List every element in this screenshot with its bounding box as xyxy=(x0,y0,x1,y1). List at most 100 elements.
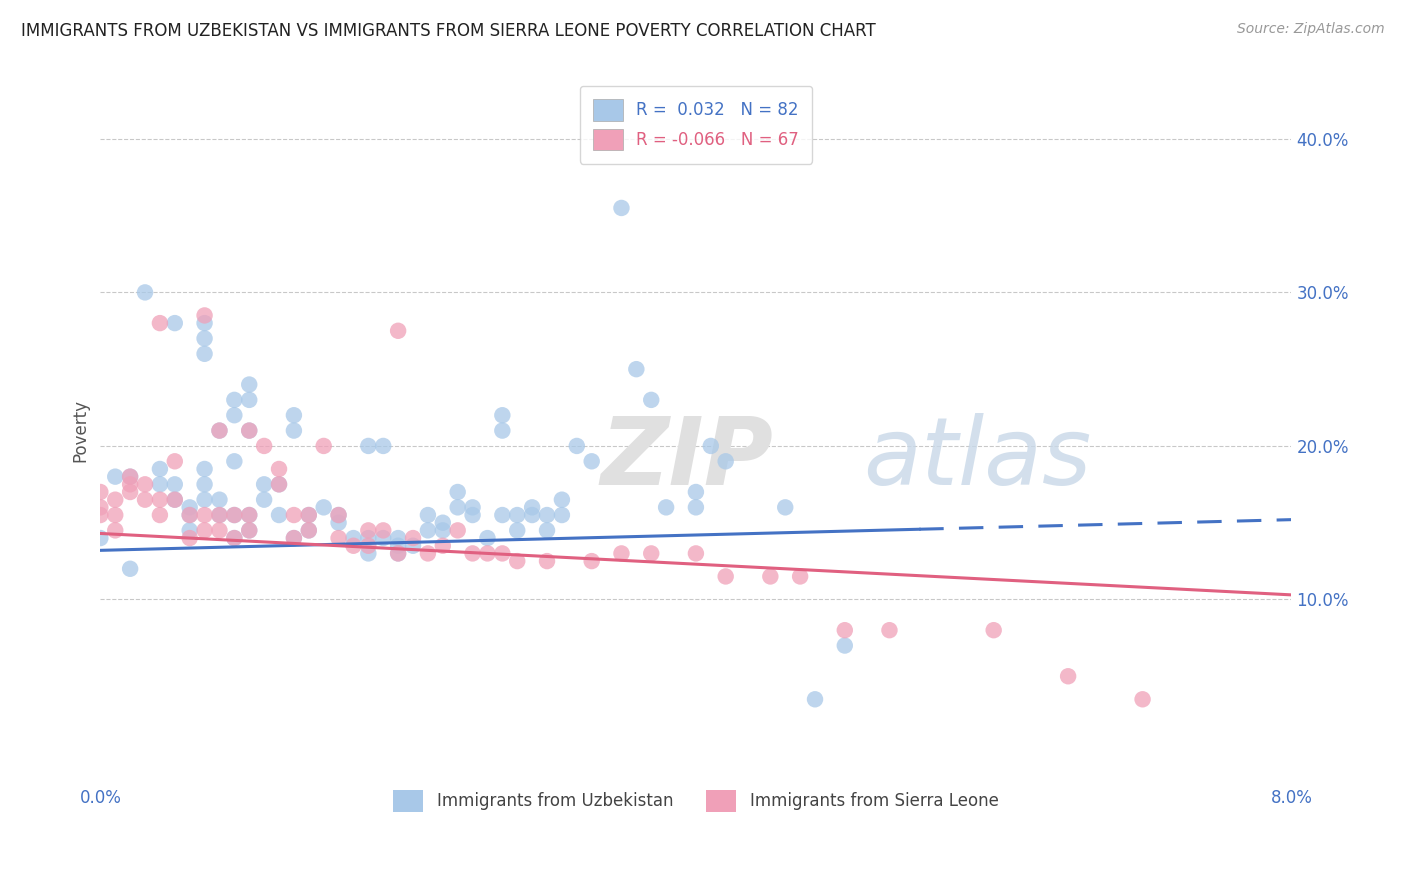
Point xyxy=(387,546,409,560)
Point xyxy=(283,531,305,545)
Point xyxy=(461,500,484,515)
Point xyxy=(134,477,156,491)
Point xyxy=(283,409,305,423)
Point xyxy=(565,439,588,453)
Point xyxy=(506,508,529,522)
Y-axis label: Poverty: Poverty xyxy=(72,399,89,462)
Point xyxy=(179,524,201,538)
Point xyxy=(328,516,350,530)
Point xyxy=(685,500,707,515)
Point xyxy=(149,492,172,507)
Point xyxy=(194,492,217,507)
Point xyxy=(357,531,380,545)
Point xyxy=(640,392,662,407)
Point xyxy=(447,500,470,515)
Point xyxy=(194,331,217,345)
Point xyxy=(298,524,321,538)
Point xyxy=(267,477,290,491)
Point xyxy=(283,531,305,545)
Point xyxy=(267,508,290,522)
Point xyxy=(373,439,395,453)
Point xyxy=(804,692,827,706)
Point xyxy=(208,524,231,538)
Point xyxy=(685,546,707,560)
Point xyxy=(208,492,231,507)
Point xyxy=(536,524,558,538)
Point xyxy=(834,639,856,653)
Point xyxy=(104,524,127,538)
Point xyxy=(640,546,662,560)
Point xyxy=(224,392,246,407)
Point xyxy=(1057,669,1080,683)
Point xyxy=(89,508,111,522)
Point xyxy=(714,454,737,468)
Point xyxy=(581,454,603,468)
Point xyxy=(610,546,633,560)
Point xyxy=(789,569,811,583)
Point xyxy=(224,508,246,522)
Point xyxy=(387,539,409,553)
Point xyxy=(194,524,217,538)
Point xyxy=(179,500,201,515)
Point xyxy=(759,569,782,583)
Point xyxy=(685,485,707,500)
Point xyxy=(253,492,276,507)
Point xyxy=(179,508,201,522)
Point xyxy=(357,539,380,553)
Point xyxy=(373,531,395,545)
Point xyxy=(224,508,246,522)
Point xyxy=(477,531,499,545)
Point xyxy=(120,485,142,500)
Point xyxy=(520,500,543,515)
Point xyxy=(328,531,350,545)
Point xyxy=(432,539,454,553)
Point xyxy=(104,469,127,483)
Point xyxy=(714,569,737,583)
Point xyxy=(163,316,186,330)
Point xyxy=(373,524,395,538)
Point xyxy=(506,554,529,568)
Point xyxy=(700,439,723,453)
Point xyxy=(402,539,425,553)
Point xyxy=(194,477,217,491)
Point xyxy=(253,439,276,453)
Point xyxy=(163,454,186,468)
Point xyxy=(224,531,246,545)
Point xyxy=(342,539,364,553)
Point xyxy=(626,362,648,376)
Point xyxy=(253,477,276,491)
Point xyxy=(149,462,172,476)
Point xyxy=(120,477,142,491)
Point xyxy=(224,454,246,468)
Point xyxy=(551,492,574,507)
Point xyxy=(447,524,470,538)
Point xyxy=(416,546,439,560)
Point xyxy=(298,508,321,522)
Point xyxy=(387,546,409,560)
Point xyxy=(134,285,156,300)
Point xyxy=(89,500,111,515)
Legend: Immigrants from Uzbekistan, Immigrants from Sierra Leone: Immigrants from Uzbekistan, Immigrants f… xyxy=(380,777,1012,825)
Point xyxy=(267,462,290,476)
Point xyxy=(283,424,305,438)
Point xyxy=(238,524,260,538)
Point xyxy=(551,508,574,522)
Point xyxy=(194,347,217,361)
Point xyxy=(416,524,439,538)
Point xyxy=(520,508,543,522)
Point xyxy=(149,316,172,330)
Point xyxy=(581,554,603,568)
Point xyxy=(208,424,231,438)
Point xyxy=(387,324,409,338)
Point xyxy=(283,508,305,522)
Point xyxy=(149,508,172,522)
Point xyxy=(194,316,217,330)
Point xyxy=(432,524,454,538)
Point xyxy=(120,562,142,576)
Point xyxy=(536,508,558,522)
Point xyxy=(238,424,260,438)
Point xyxy=(238,424,260,438)
Text: Source: ZipAtlas.com: Source: ZipAtlas.com xyxy=(1237,22,1385,37)
Point xyxy=(224,531,246,545)
Point xyxy=(179,531,201,545)
